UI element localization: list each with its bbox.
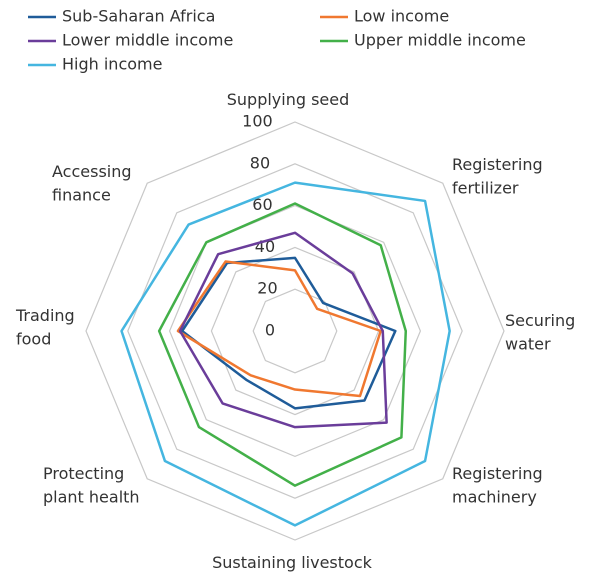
legend-label: High income: [62, 55, 162, 74]
tick-label: 100: [242, 112, 273, 131]
series-line: [176, 260, 382, 398]
legend-label: Lower middle income: [62, 31, 233, 50]
series-line: [180, 256, 397, 410]
legend-label: Sub-Saharan Africa: [62, 7, 215, 26]
axis-label: Accessing finance: [52, 162, 132, 205]
series-line: [157, 202, 408, 487]
axis-label: Supplying seed: [227, 90, 350, 109]
series-line: [120, 181, 451, 527]
tick-label: 60: [252, 195, 272, 214]
grid-ring: [252, 288, 338, 374]
grid-ring: [85, 121, 505, 541]
axis-label: Registering machinery: [452, 464, 543, 507]
tick-label: 80: [250, 153, 270, 172]
series-line: [178, 231, 388, 429]
grid-ring: [127, 163, 463, 499]
axis-label: Sustaining livestock: [212, 553, 373, 572]
axis-label: Securing water: [505, 311, 575, 354]
legend-label: Low income: [354, 7, 449, 26]
axis-label: Trading food: [15, 306, 75, 349]
tick-label: 20: [257, 279, 277, 298]
grid-ring: [168, 204, 422, 458]
axis-label: Registering fertilizer: [452, 155, 543, 198]
legend-label: Upper middle income: [354, 31, 526, 50]
tick-label: 0: [265, 321, 275, 340]
axis-label: Protecting plant health: [43, 464, 140, 507]
